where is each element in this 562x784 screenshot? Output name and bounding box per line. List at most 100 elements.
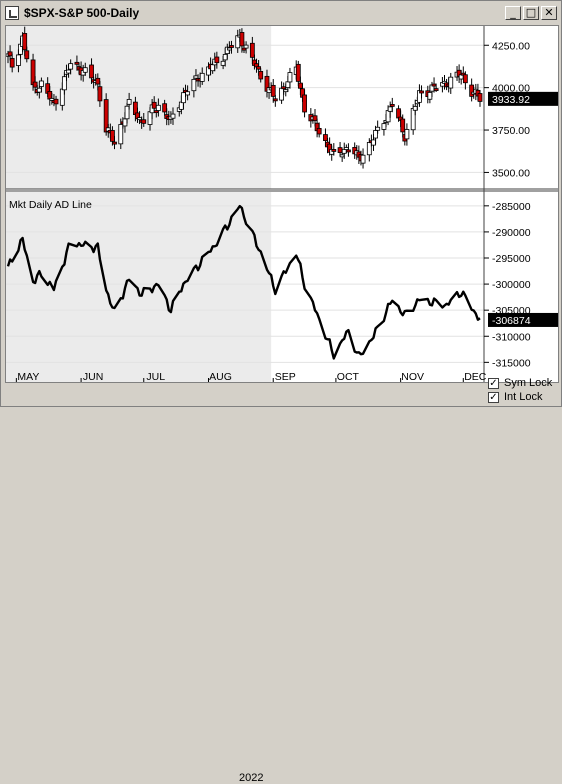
close-button[interactable]: ✕	[541, 6, 557, 20]
int-lock-checkbox[interactable]: ✓	[488, 392, 499, 403]
candle-body	[312, 115, 318, 122]
candle-body	[469, 84, 475, 97]
candle-body	[24, 50, 30, 60]
ad-tick-label: -295000	[492, 253, 531, 265]
chart-svg[interactable]: 4250.00 4000.00 3750.00 3500.00 -285000 -2900…	[6, 26, 558, 382]
candle-body	[316, 127, 322, 135]
window-title: $SPX-S&P 500-Daily	[24, 6, 140, 20]
candle-body	[9, 58, 15, 68]
candle-body	[287, 72, 293, 83]
candle-body	[477, 93, 483, 102]
candle-body	[360, 154, 366, 164]
int-lock-label: Int Lock	[504, 391, 543, 403]
candle-body	[122, 118, 128, 127]
candle-body	[302, 94, 307, 113]
candle-body	[337, 147, 343, 153]
price-tick-label: 3500.00	[492, 167, 530, 179]
candle-body	[448, 76, 454, 89]
candle-body	[36, 87, 42, 93]
minimize-button[interactable]: _	[505, 6, 521, 20]
candle-body	[16, 54, 21, 66]
sym-lock-checkbox[interactable]: ✓	[488, 378, 499, 389]
candle-body	[339, 154, 345, 158]
candle-body	[285, 81, 291, 88]
candle-body	[89, 64, 94, 79]
ad-last-value: -306874	[492, 315, 531, 327]
price-tick-label: 3750.00	[492, 125, 530, 137]
maximize-button[interactable]: □	[523, 6, 539, 20]
candle-body	[153, 110, 159, 114]
price-last-box	[488, 91, 558, 106]
month-label: JUL	[146, 371, 165, 382]
candle-body	[410, 108, 416, 131]
candle-body	[222, 53, 228, 61]
candle-body	[270, 84, 276, 97]
shade-ad	[6, 192, 272, 382]
candle-body	[7, 51, 13, 57]
chart-area[interactable]: 4250.00 4000.00 3750.00 3500.00 -285000 -2900…	[5, 25, 559, 383]
candle-body	[103, 99, 109, 133]
candle-body	[412, 106, 418, 111]
ad-tick-label: -300000	[492, 279, 531, 291]
price-tick-label: 4000.00	[492, 83, 530, 95]
candle-body	[47, 90, 53, 100]
month-label: MAY	[17, 371, 39, 382]
candle-body	[155, 104, 161, 111]
candle-body	[295, 63, 301, 82]
candle-body	[97, 86, 103, 102]
candle-body	[229, 45, 234, 48]
candle-body	[61, 76, 67, 91]
ad-last-box	[488, 312, 558, 327]
candle-body	[49, 98, 55, 101]
candle-body	[191, 78, 197, 92]
candle-body	[427, 92, 433, 100]
candle-body	[141, 119, 147, 124]
month-label: AUG	[209, 371, 232, 382]
candle-body	[185, 91, 191, 96]
candle-body	[147, 111, 153, 125]
ad-panel-title: Mkt Daily AD Line	[9, 199, 92, 211]
candle-body	[126, 99, 132, 105]
price-tick-label: 4250.00	[492, 40, 530, 52]
window-menu-icon[interactable]	[5, 6, 19, 20]
candle-body	[68, 63, 74, 70]
candle-body	[323, 134, 328, 141]
candle-body	[256, 66, 262, 70]
candle-body	[249, 42, 255, 58]
candle-body	[387, 106, 393, 112]
sym-lock-label: Sym Lock	[504, 377, 553, 389]
candle-body	[462, 74, 468, 84]
candle-body	[419, 90, 424, 94]
candle-body	[272, 98, 278, 102]
ad-tick-label: -310000	[492, 331, 531, 343]
candle-body	[82, 67, 88, 73]
candle-body	[162, 103, 168, 113]
candle-body	[193, 75, 199, 79]
candle-body	[297, 82, 303, 89]
candle-body	[343, 147, 349, 150]
candle-body	[220, 60, 226, 66]
candle-body	[346, 149, 351, 153]
candle-body	[181, 92, 186, 104]
candle-body	[118, 124, 124, 145]
candle-body	[95, 77, 101, 85]
month-label: SEP	[275, 371, 296, 382]
ad-tick-label: -290000	[492, 227, 531, 239]
candle-body	[112, 141, 117, 145]
candle-body	[59, 88, 65, 106]
candle-body	[124, 105, 130, 120]
year-label: 2022	[239, 772, 264, 784]
candle-body	[199, 72, 205, 82]
candle-body	[281, 86, 287, 90]
candle-body	[235, 35, 241, 49]
title-bar[interactable]: $SPX-S&P 500-Daily _ □ ✕	[2, 3, 560, 24]
candle-body	[366, 142, 372, 156]
candle-body	[431, 83, 437, 87]
candle-body	[170, 113, 176, 119]
candle-body	[381, 123, 387, 130]
candle-body	[385, 110, 391, 123]
candle-body	[404, 129, 410, 140]
candle-body	[210, 64, 216, 72]
candle-body	[110, 130, 115, 142]
